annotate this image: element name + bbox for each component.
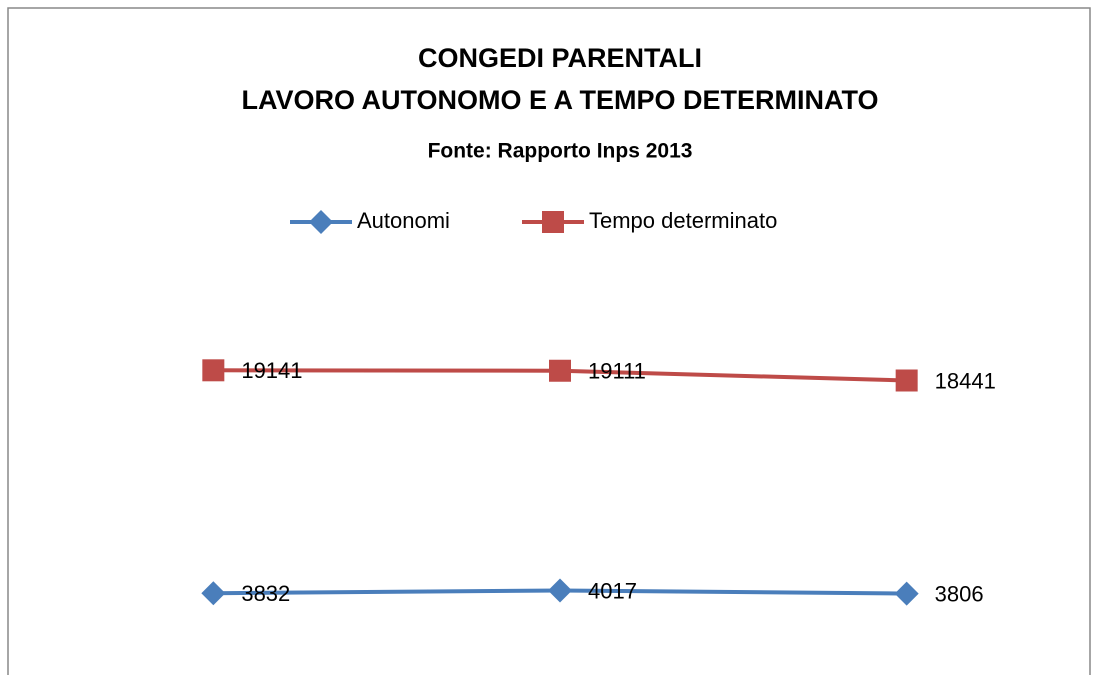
data-label: 4017 (588, 578, 637, 603)
data-label: 19141 (241, 358, 302, 383)
data-point (201, 581, 226, 606)
chart-subtitle: Fonte: Rapporto Inps 2013 (428, 140, 693, 163)
data-point (895, 369, 918, 392)
legend-marker (542, 211, 564, 233)
data-point (549, 359, 571, 382)
legend-marker (309, 210, 333, 234)
data-label: 3832 (241, 581, 290, 606)
data-point (202, 359, 225, 382)
data-label: 18441 (935, 368, 996, 393)
chart-frame (7, 7, 1091, 675)
legend-label: Tempo determinato (589, 208, 777, 233)
data-label: 19111 (588, 359, 646, 384)
data-point (894, 581, 919, 606)
chart-title: LAVORO AUTONOMO E A TEMPO DETERMINATO (241, 85, 878, 115)
data-label: 3806 (935, 581, 984, 606)
legend-label: Autonomi (357, 208, 450, 233)
chart-title: CONGEDI PARENTALI (418, 43, 702, 73)
data-point (548, 578, 572, 603)
